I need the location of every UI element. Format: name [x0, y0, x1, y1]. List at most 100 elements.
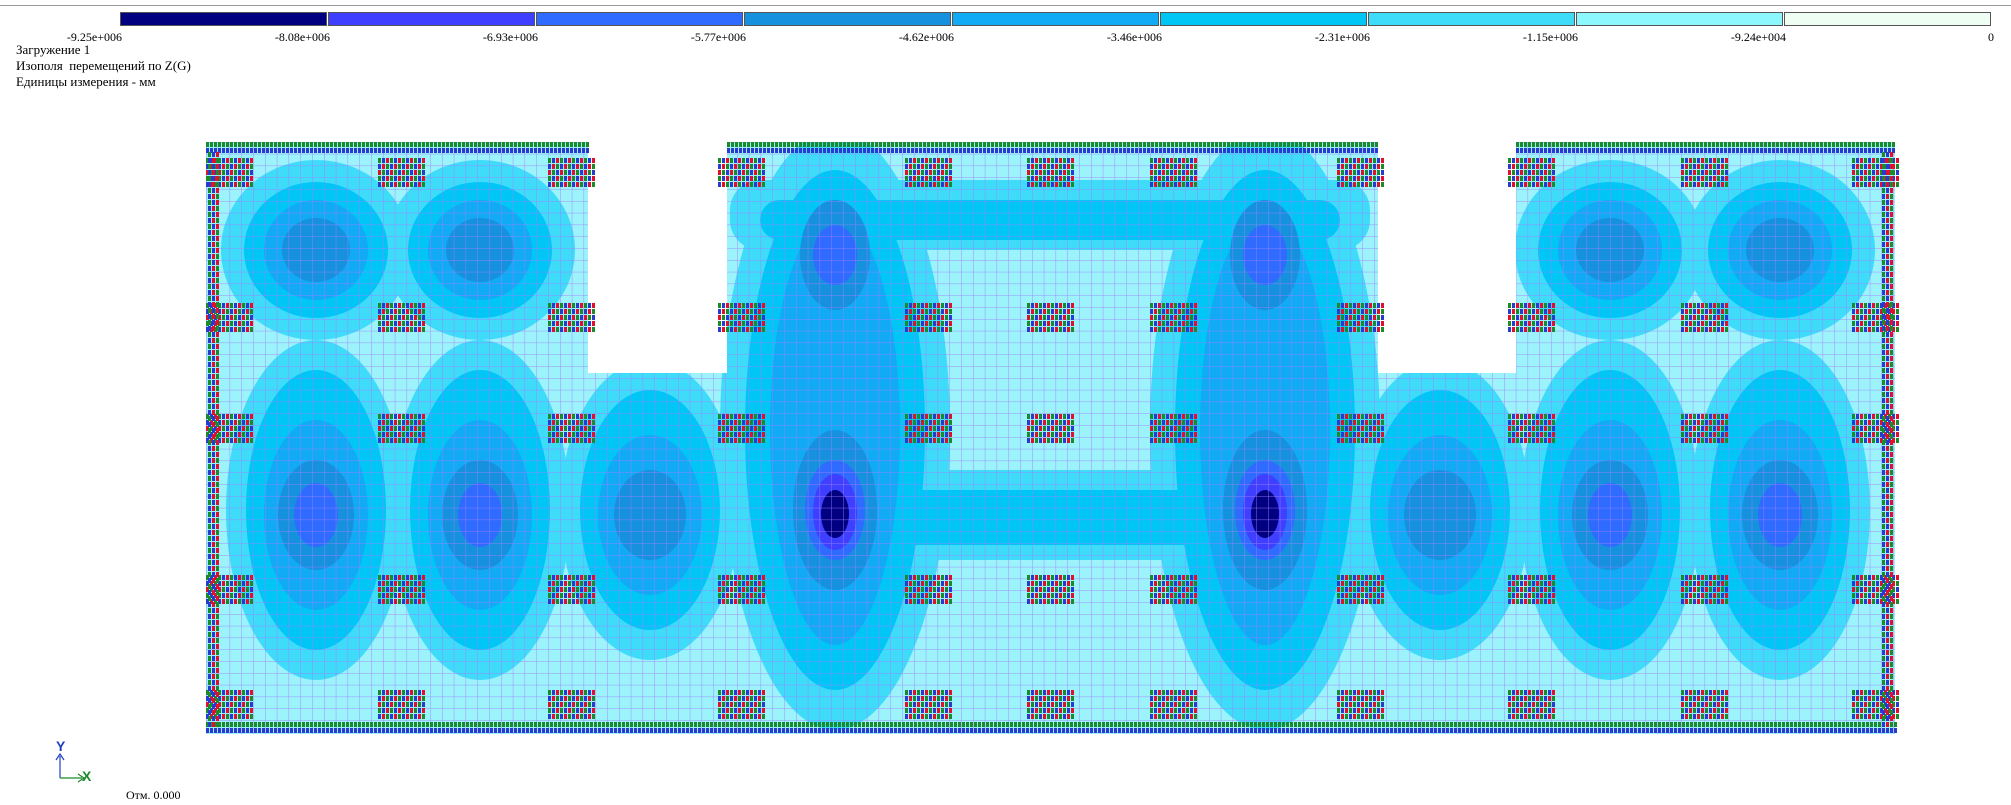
- support-node: [1386, 722, 1389, 727]
- support-node: [1856, 170, 1859, 175]
- support-node: [406, 327, 409, 332]
- support-node: [1534, 728, 1537, 733]
- support-node: [726, 599, 729, 604]
- support-node: [718, 327, 721, 332]
- support-node: [246, 708, 249, 713]
- support-node: [1067, 327, 1070, 332]
- support-node: [1516, 142, 1519, 147]
- support-node: [1154, 432, 1157, 437]
- support-node: [560, 426, 563, 431]
- support-node: [1162, 176, 1165, 181]
- support-node: [949, 182, 952, 187]
- support-node: [827, 148, 830, 153]
- support-node: [754, 315, 757, 320]
- support-node: [1361, 708, 1364, 713]
- support-node: [718, 587, 721, 592]
- support-node: [422, 303, 425, 308]
- support-node: [1689, 315, 1692, 320]
- support-node: [1047, 696, 1050, 701]
- support-node: [1337, 708, 1340, 713]
- support-node: [929, 170, 932, 175]
- support-node: [390, 170, 393, 175]
- support-node: [1636, 142, 1639, 147]
- support-node: [1642, 722, 1645, 727]
- support-node: [398, 420, 401, 425]
- support-node: [1294, 722, 1297, 727]
- support-node: [1314, 722, 1317, 727]
- support-node: [1035, 432, 1038, 437]
- support-node: [418, 587, 421, 592]
- support-node: [730, 426, 733, 431]
- support-node: [1712, 148, 1715, 153]
- support-node: [910, 728, 913, 733]
- support-node: [394, 690, 397, 695]
- legend-label: -5.77e+006: [690, 30, 746, 44]
- support-node: [572, 438, 575, 443]
- support-node: [1047, 432, 1050, 437]
- support-node: [226, 303, 229, 308]
- support-node: [206, 432, 209, 437]
- support-node: [580, 599, 583, 604]
- support-node: [1170, 599, 1173, 604]
- support-node: [1705, 303, 1708, 308]
- support-node: [1681, 702, 1684, 707]
- support-node: [410, 148, 413, 153]
- support-node: [847, 142, 850, 147]
- support-node: [586, 722, 589, 727]
- support-node: [1365, 321, 1368, 326]
- support-node: [1681, 182, 1684, 187]
- support-node: [250, 593, 253, 598]
- support-node: [870, 728, 873, 733]
- support-node: [1548, 438, 1551, 443]
- support-node: [1516, 438, 1519, 443]
- support-node: [934, 728, 937, 733]
- support-node: [358, 148, 361, 153]
- support-node: [750, 158, 753, 163]
- support-node: [1508, 438, 1511, 443]
- support-node: [214, 148, 217, 153]
- support-node: [1701, 702, 1704, 707]
- support-node: [1872, 587, 1875, 592]
- support-node: [937, 321, 940, 326]
- support-node: [1664, 148, 1667, 153]
- support-node: [1170, 420, 1173, 425]
- support-node: [1836, 148, 1839, 153]
- support-node: [1381, 315, 1384, 320]
- support-node: [386, 321, 389, 326]
- support-node: [1548, 176, 1551, 181]
- support-node: [378, 575, 381, 580]
- support-node: [1031, 176, 1034, 181]
- support-node: [1039, 581, 1042, 586]
- support-node: [1860, 690, 1863, 695]
- support-node: [222, 176, 225, 181]
- support-node: [1717, 696, 1720, 701]
- support-node: [1071, 438, 1074, 443]
- support-node: [929, 315, 932, 320]
- support-node: [1353, 420, 1356, 425]
- support-node: [879, 148, 882, 153]
- support-node: [994, 728, 997, 733]
- support-node: [1856, 158, 1859, 163]
- support-node: [950, 728, 953, 733]
- support-node: [518, 142, 521, 147]
- support-node: [556, 164, 559, 169]
- support-node: [826, 728, 829, 733]
- support-node: [898, 722, 901, 727]
- support-node: [246, 432, 249, 437]
- support-node: [1709, 696, 1712, 701]
- support-node: [1381, 714, 1384, 719]
- support-node: [576, 321, 579, 326]
- support-node: [1896, 420, 1899, 425]
- support-node: [1123, 142, 1126, 147]
- support-node: [410, 142, 413, 147]
- support-node: [1150, 702, 1153, 707]
- support-node: [1341, 176, 1344, 181]
- support-node: [895, 148, 898, 153]
- support-node: [937, 587, 940, 592]
- support-node: [548, 587, 551, 592]
- support-node: [218, 414, 221, 419]
- support-node: [1721, 315, 1724, 320]
- support-node: [917, 599, 920, 604]
- support-node: [1693, 321, 1696, 326]
- support-node: [1685, 420, 1688, 425]
